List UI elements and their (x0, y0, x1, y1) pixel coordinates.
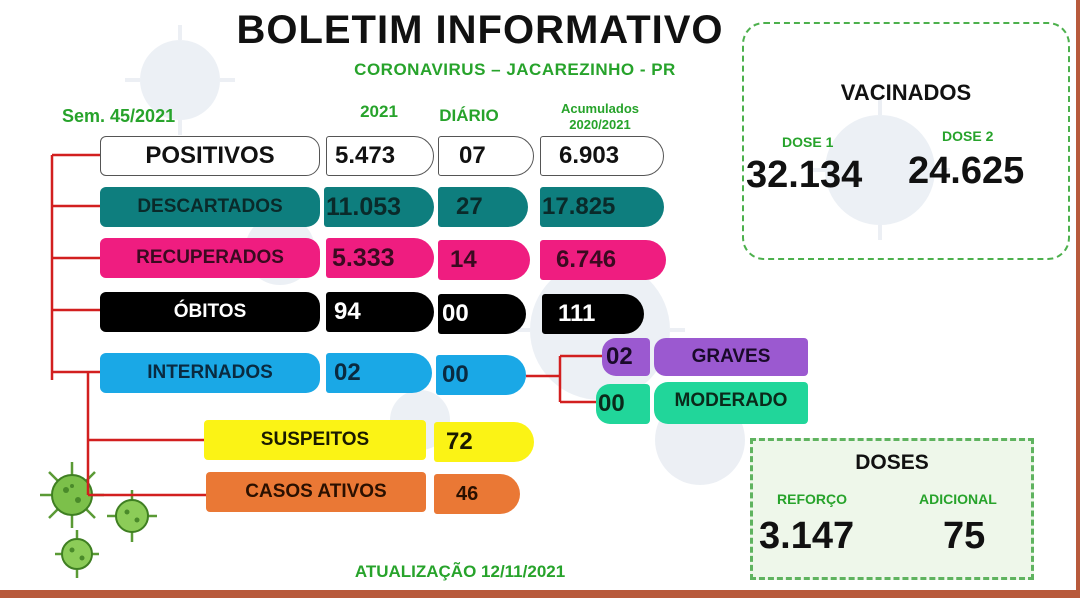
adicional-label: ADICIONAL (919, 491, 997, 507)
internados-year-value: 02 (326, 353, 432, 393)
descartados-cumulative-value: 17.825 (540, 187, 664, 227)
doses-title: DOSES (855, 451, 929, 474)
positivos-cumulative-value: 6.903 (540, 136, 664, 176)
week-label: Sem. 45/2021 (62, 106, 176, 126)
category-descartados: DESCARTADOS (100, 187, 320, 227)
obitos-daily-value: 00 (438, 294, 526, 334)
dose2-value: 24.625 (908, 150, 1025, 192)
suspeitos-value: 72 (434, 422, 534, 462)
positivos-year-value: 5.473 (326, 136, 434, 176)
column-header-year: 2021 (360, 102, 398, 121)
descartados-year-value: 11.053 (324, 187, 434, 227)
reforco-label: REFORÇO (777, 491, 847, 507)
category-obitos: ÓBITOS (100, 292, 320, 332)
column-header-cumulative-line1: Acumulados (560, 101, 639, 116)
category-casos-ativos: CASOS ATIVOS (206, 472, 426, 512)
graves-value: 02 (602, 338, 650, 376)
recuperados-cumulative-value: 6.746 (540, 240, 666, 280)
internados-daily-value: 00 (436, 355, 526, 395)
doses-panel: DOSES REFORÇO ADICIONAL 3.147 75 (750, 438, 1034, 580)
category-positivos: POSITIVOS (100, 136, 320, 176)
page-subtitle: CORONAVIRUS – JACAREZINHO - PR (354, 60, 676, 79)
column-header-cumulative-line2: 2020/2021 (569, 117, 631, 132)
dose1-value: 32.134 (746, 154, 863, 196)
dose2-label: DOSE 2 (942, 128, 994, 144)
vacinados-title: VACINADOS (840, 80, 972, 105)
column-header-cumulative: Acumulados 2020/2021 (530, 101, 670, 133)
category-internados: INTERNADOS (100, 353, 320, 393)
dose1-label: DOSE 1 (782, 134, 834, 150)
page-title: BOLETIM INFORMATIVO (236, 8, 724, 52)
vacinados-panel: VACINADOS DOSE 1 DOSE 2 32.134 24.625 (742, 22, 1070, 260)
descartados-daily-value: 27 (438, 187, 528, 227)
obitos-cumulative-value: 111 (542, 294, 644, 334)
adicional-value: 75 (943, 515, 986, 557)
column-header-daily: DIÁRIO (439, 106, 499, 125)
category-suspeitos: SUSPEITOS (204, 420, 426, 460)
graves-label: GRAVES (654, 338, 808, 376)
moderado-label: MODERADO (654, 382, 808, 424)
casos-ativos-value: 46 (434, 474, 520, 514)
category-recuperados: RECUPERADOS (100, 238, 320, 278)
recuperados-year-value: 5.333 (326, 238, 434, 278)
moderado-value: 00 (596, 384, 650, 424)
positivos-daily-value: 07 (438, 136, 534, 176)
reforco-value: 3.147 (759, 515, 855, 557)
virus-illustration-icon (40, 462, 157, 578)
obitos-year-value: 94 (326, 292, 434, 332)
recuperados-daily-value: 14 (438, 240, 530, 280)
update-date: ATUALIZAÇÃO 12/11/2021 (354, 562, 566, 581)
